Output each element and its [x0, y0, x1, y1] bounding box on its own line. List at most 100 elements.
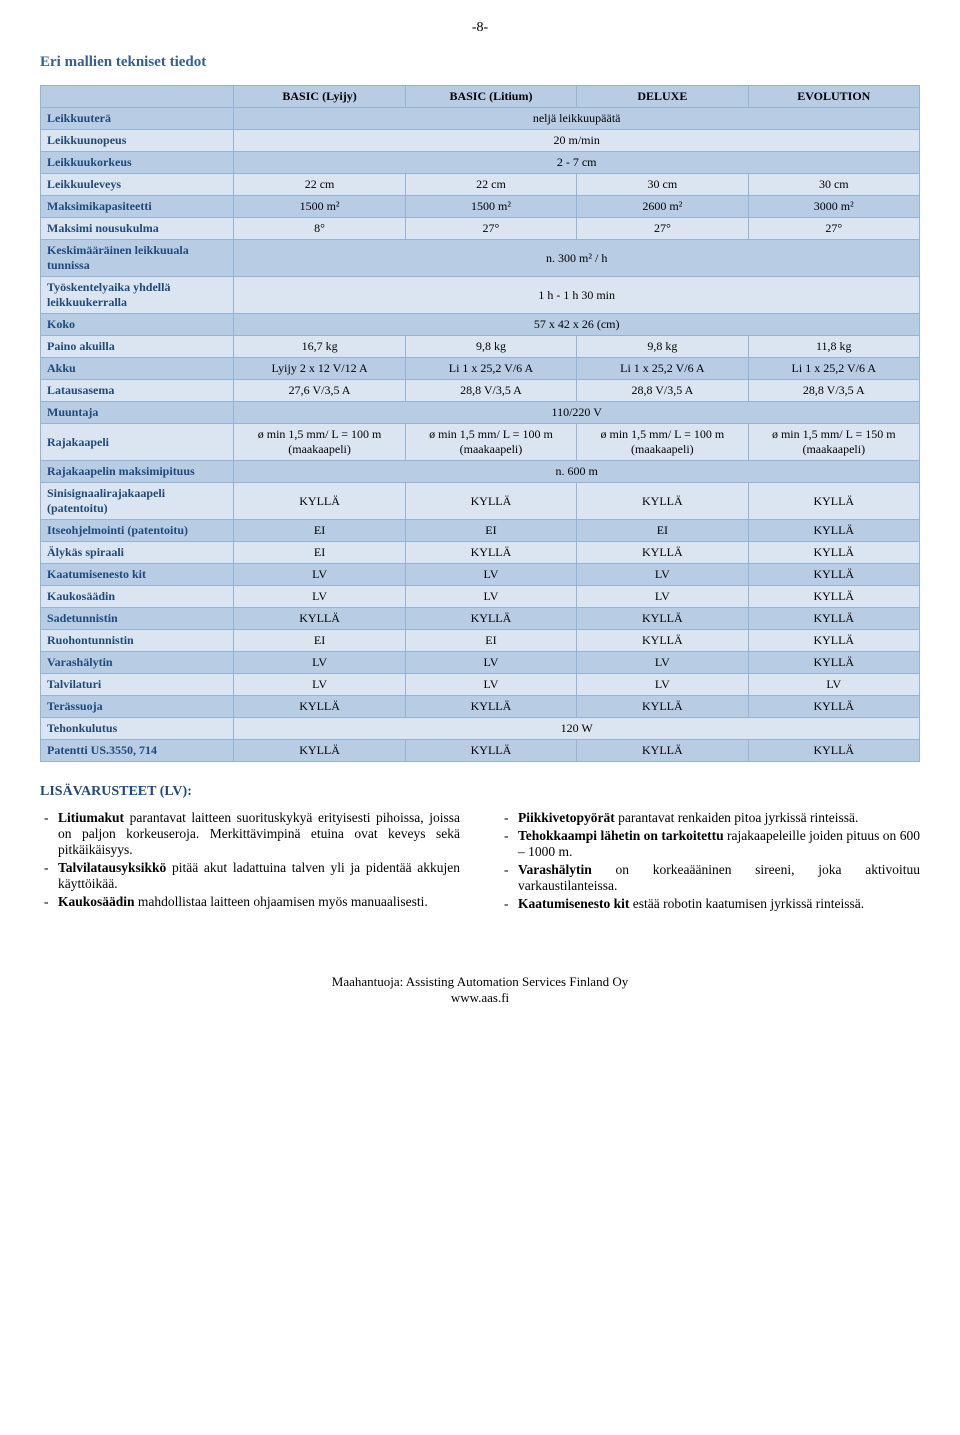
table-row: Maksimi nousukulma8°27°27°27°: [41, 218, 920, 240]
row-cell: Lyijy 2 x 12 V/12 A: [234, 358, 405, 380]
accessories-heading: LISÄVARUSTEET (LV):: [40, 784, 920, 800]
row-cell: LV: [234, 652, 405, 674]
row-value-span: 2 - 7 cm: [234, 152, 920, 174]
accessories-right-list: Piikkivetopyörät parantavat renkaiden pi…: [500, 810, 920, 912]
row-value-span: 57 x 42 x 26 (cm): [234, 314, 920, 336]
row-label: Tehonkulutus: [41, 718, 234, 740]
table-row: Koko57 x 42 x 26 (cm): [41, 314, 920, 336]
row-cell: LV: [577, 564, 748, 586]
row-label: Kaatumisenesto kit: [41, 564, 234, 586]
footer-line-1: Maahantuoja: Assisting Automation Servic…: [40, 974, 920, 990]
row-cell: Li 1 x 25,2 V/6 A: [405, 358, 576, 380]
row-cell: KYLLÄ: [748, 483, 919, 520]
row-cell: 3000 m²: [748, 196, 919, 218]
table-row: SadetunnistinKYLLÄKYLLÄKYLLÄKYLLÄ: [41, 608, 920, 630]
row-cell: LV: [405, 652, 576, 674]
row-cell: 1500 m²: [234, 196, 405, 218]
row-cell: LV: [234, 674, 405, 696]
row-cell: 27°: [405, 218, 576, 240]
row-cell: 11,8 kg: [748, 336, 919, 358]
row-label: Leikkuunopeus: [41, 130, 234, 152]
row-value-span: n. 600 m: [234, 461, 920, 483]
table-row: Muuntaja110/220 V: [41, 402, 920, 424]
row-cell: 27,6 V/3,5 A: [234, 380, 405, 402]
table-row: Maksimikapasiteetti1500 m²1500 m²2600 m²…: [41, 196, 920, 218]
row-cell: LV: [234, 586, 405, 608]
accessories-columns: Litiumakut parantavat laitteen suoritusk…: [40, 810, 920, 914]
row-cell: KYLLÄ: [577, 696, 748, 718]
row-label: Latausasema: [41, 380, 234, 402]
row-value-span: 1 h - 1 h 30 min: [234, 277, 920, 314]
row-label: Muuntaja: [41, 402, 234, 424]
table-row: Sinisignaalirajakaapeli (patentoitu)KYLL…: [41, 483, 920, 520]
table-row: Leikkuuleveys22 cm22 cm30 cm30 cm: [41, 174, 920, 196]
col-header: EVOLUTION: [748, 86, 919, 108]
row-cell: EI: [405, 520, 576, 542]
list-item: Litiumakut parantavat laitteen suoritusk…: [58, 810, 460, 858]
row-cell: KYLLÄ: [748, 608, 919, 630]
row-label: Rajakaapeli: [41, 424, 234, 461]
row-cell: KYLLÄ: [405, 696, 576, 718]
table-row: Kaatumisenesto kitLVLVLVKYLLÄ: [41, 564, 920, 586]
header-blank: [41, 86, 234, 108]
row-label: Kaukosäädin: [41, 586, 234, 608]
row-label: Ruohontunnistin: [41, 630, 234, 652]
row-value-span: 110/220 V: [234, 402, 920, 424]
col-header: DELUXE: [577, 86, 748, 108]
accessories-left-list: Litiumakut parantavat laitteen suoritusk…: [40, 810, 460, 910]
row-cell: KYLLÄ: [234, 740, 405, 762]
table-row: Leikkuunopeus20 m/min: [41, 130, 920, 152]
row-cell: 22 cm: [405, 174, 576, 196]
page-footer: Maahantuoja: Assisting Automation Servic…: [40, 974, 920, 1006]
row-label: Älykäs spiraali: [41, 542, 234, 564]
row-cell: ø min 1,5 mm/ L = 150 m (maakaapeli): [748, 424, 919, 461]
table-row: Patentti US.3550, 714KYLLÄKYLLÄKYLLÄKYLL…: [41, 740, 920, 762]
table-row: Älykäs spiraaliEIKYLLÄKYLLÄKYLLÄ: [41, 542, 920, 564]
row-cell: ø min 1,5 mm/ L = 100 m (maakaapeli): [405, 424, 576, 461]
table-header-row: BASIC (Lyijy) BASIC (Litium) DELUXE EVOL…: [41, 86, 920, 108]
row-cell: EI: [234, 542, 405, 564]
row-cell: KYLLÄ: [405, 740, 576, 762]
row-cell: LV: [234, 564, 405, 586]
row-cell: KYLLÄ: [234, 483, 405, 520]
row-cell: 8°: [234, 218, 405, 240]
row-value-span: neljä leikkuupäätä: [234, 108, 920, 130]
table-row: Itseohjelmointi (patentoitu)EIEIEIKYLLÄ: [41, 520, 920, 542]
row-label: Varashälytin: [41, 652, 234, 674]
row-cell: Li 1 x 25,2 V/6 A: [577, 358, 748, 380]
row-cell: LV: [405, 674, 576, 696]
row-cell: KYLLÄ: [577, 740, 748, 762]
row-cell: KYLLÄ: [748, 586, 919, 608]
table-row: RuohontunnistinEIEIKYLLÄKYLLÄ: [41, 630, 920, 652]
row-cell: 9,8 kg: [405, 336, 576, 358]
row-cell: 22 cm: [234, 174, 405, 196]
table-row: Latausasema27,6 V/3,5 A28,8 V/3,5 A28,8 …: [41, 380, 920, 402]
table-row: Työskentelyaika yhdellä leikkuukerralla1…: [41, 277, 920, 314]
row-cell: EI: [577, 520, 748, 542]
row-cell: 28,8 V/3,5 A: [405, 380, 576, 402]
row-label: Leikkuuleveys: [41, 174, 234, 196]
row-cell: KYLLÄ: [234, 608, 405, 630]
row-cell: LV: [748, 674, 919, 696]
row-label: Keskimääräinen leikkuuala tunnissa: [41, 240, 234, 277]
table-row: Leikkuukorkeus2 - 7 cm: [41, 152, 920, 174]
list-item: Kaukosäädin mahdollistaa laitteen ohjaam…: [58, 894, 460, 910]
col-header: BASIC (Litium): [405, 86, 576, 108]
table-row: Leikkuuteräneljä leikkuupäätä: [41, 108, 920, 130]
row-cell: 16,7 kg: [234, 336, 405, 358]
row-label: Patentti US.3550, 714: [41, 740, 234, 762]
row-value-span: 20 m/min: [234, 130, 920, 152]
table-row: Keskimääräinen leikkuuala tunnissan. 300…: [41, 240, 920, 277]
row-label: Koko: [41, 314, 234, 336]
row-cell: EI: [234, 630, 405, 652]
row-cell: KYLLÄ: [577, 542, 748, 564]
row-label: Paino akuilla: [41, 336, 234, 358]
row-cell: KYLLÄ: [234, 696, 405, 718]
list-item: Piikkivetopyörät parantavat renkaiden pi…: [518, 810, 920, 826]
table-row: AkkuLyijy 2 x 12 V/12 ALi 1 x 25,2 V/6 A…: [41, 358, 920, 380]
table-row: Paino akuilla16,7 kg9,8 kg9,8 kg11,8 kg: [41, 336, 920, 358]
row-cell: 28,8 V/3,5 A: [748, 380, 919, 402]
table-row: VarashälytinLVLVLVKYLLÄ: [41, 652, 920, 674]
list-item: Varashälytin on korkeaääninen sireeni, j…: [518, 862, 920, 894]
footer-line-2: www.aas.fi: [40, 990, 920, 1006]
